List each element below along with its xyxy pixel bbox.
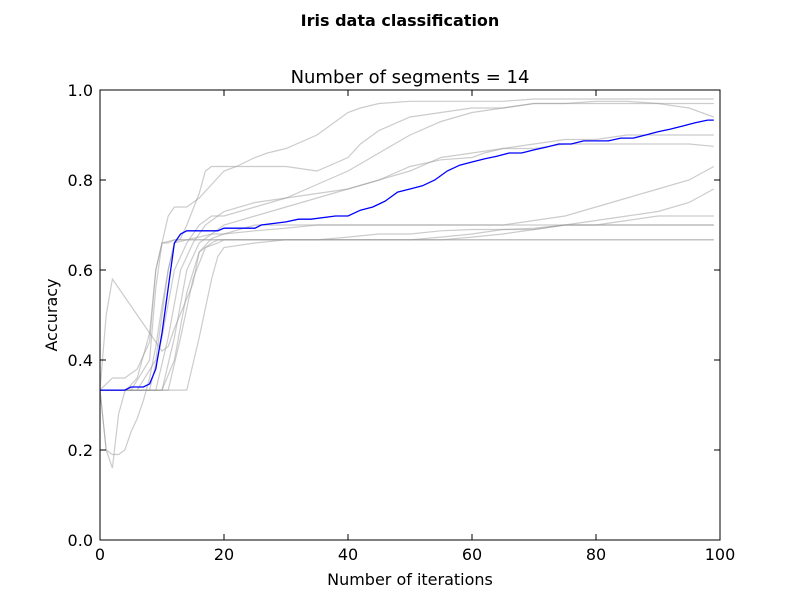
figure-suptitle: Iris data classification xyxy=(301,11,500,30)
x-tick-label: 40 xyxy=(338,545,358,564)
y-tick-label: 0.0 xyxy=(68,531,93,550)
x-axis-ticks: 0 20 40 60 80 100 xyxy=(95,90,735,564)
run-line-9 xyxy=(100,165,715,391)
y-tick-label: 0.2 xyxy=(68,441,93,460)
x-tick-label: 20 xyxy=(214,545,234,564)
y-tick-label: 1.0 xyxy=(68,81,93,100)
run-line-11 xyxy=(100,188,715,391)
y-tick-label: 0.8 xyxy=(68,171,93,190)
run-line-6 xyxy=(100,102,714,391)
x-tick-label: 100 xyxy=(705,545,736,564)
x-tick-label: 60 xyxy=(462,545,482,564)
run-line-7 xyxy=(100,134,714,391)
chart-title: Number of segments = 14 xyxy=(291,67,530,88)
y-tick-label: 0.6 xyxy=(68,261,93,280)
run-line-8 xyxy=(100,143,714,391)
run-line-12 xyxy=(99,224,714,391)
mean-series-group xyxy=(100,119,714,391)
run-line-10 xyxy=(100,215,714,391)
plot-area-frame xyxy=(99,89,721,541)
y-axis-label: Accuracy xyxy=(42,278,61,351)
y-tick-label: 0.4 xyxy=(68,351,93,370)
run-line-4 xyxy=(100,98,714,391)
x-tick-label: 0 xyxy=(95,545,105,564)
x-tick-label: 80 xyxy=(586,545,606,564)
x-axis-label: Number of iterations xyxy=(327,570,493,589)
run-series-group xyxy=(99,98,715,469)
mean-accuracy-line xyxy=(100,119,714,391)
y-axis-ticks: 0.0 0.2 0.4 0.6 0.8 1.0 xyxy=(68,81,720,550)
run-line-5 xyxy=(100,100,715,391)
